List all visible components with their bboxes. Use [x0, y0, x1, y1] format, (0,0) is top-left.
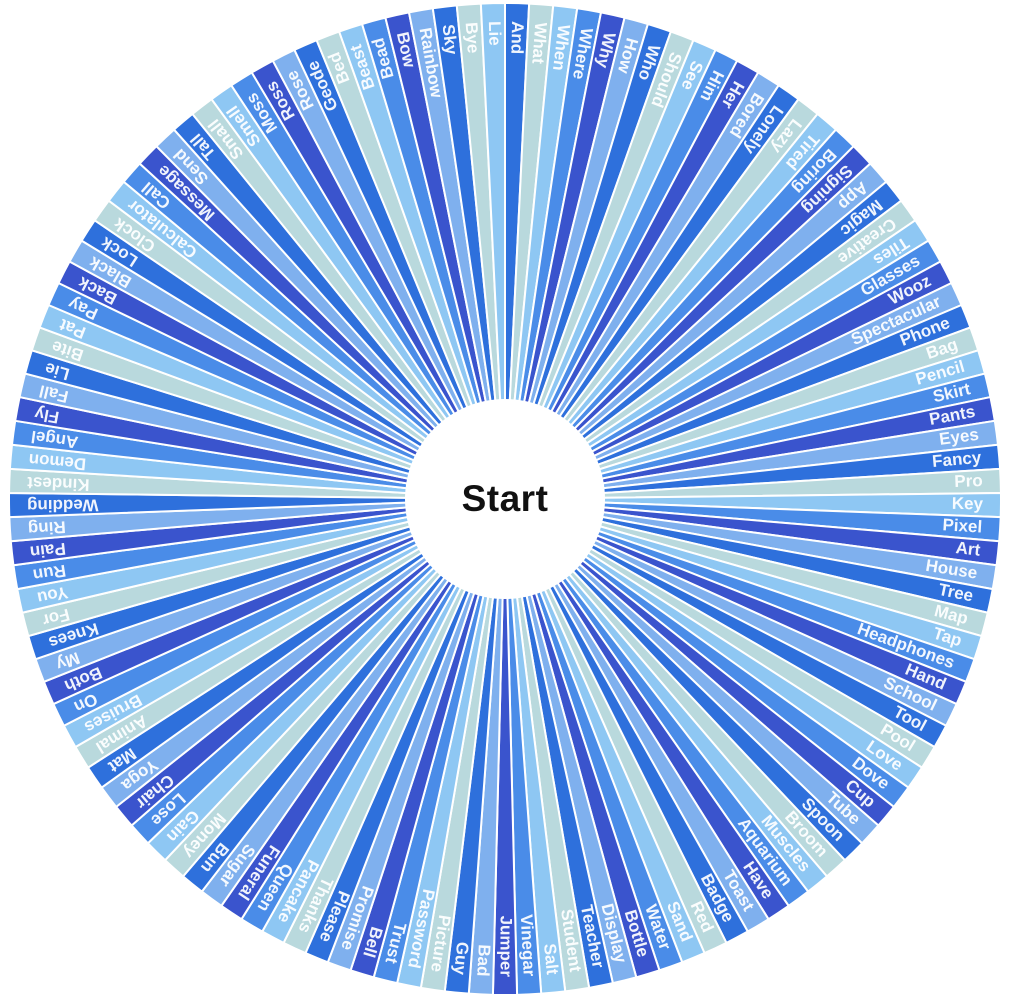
segment-label: Wedding: [27, 495, 99, 515]
segment-label: Bad: [473, 944, 494, 977]
segment-label: Lie: [485, 21, 505, 46]
segment-label: Pain: [29, 539, 67, 562]
segment-label: Pro: [954, 471, 983, 491]
segment-label: Pixel: [942, 515, 983, 536]
segment-label: Guy: [450, 941, 472, 976]
segment-label: Kindest: [27, 473, 90, 494]
segment-label: Key: [952, 494, 984, 513]
start-button-label: Start: [461, 478, 549, 519]
start-button[interactable]: Start: [405, 399, 605, 599]
segment-label: Run: [32, 561, 68, 585]
segment-label: Demon: [28, 450, 87, 474]
segment-label: And: [507, 21, 527, 55]
segment-label: Ring: [27, 517, 66, 538]
segment-label: Bye: [462, 22, 483, 54]
segment-label: Sky: [439, 23, 462, 56]
wheel-segment[interactable]: [479, 2, 506, 500]
wheel-center-hub[interactable]: [405, 399, 605, 599]
segment-label: Vinegar: [517, 914, 539, 977]
segment-label: Art: [955, 538, 982, 560]
segment-label: Fly: [33, 404, 61, 427]
segment-label: Fancy: [931, 448, 982, 471]
segment-label: What: [528, 22, 550, 65]
segment-label: Jumper: [497, 916, 516, 978]
segment-label: Salt: [540, 943, 562, 976]
